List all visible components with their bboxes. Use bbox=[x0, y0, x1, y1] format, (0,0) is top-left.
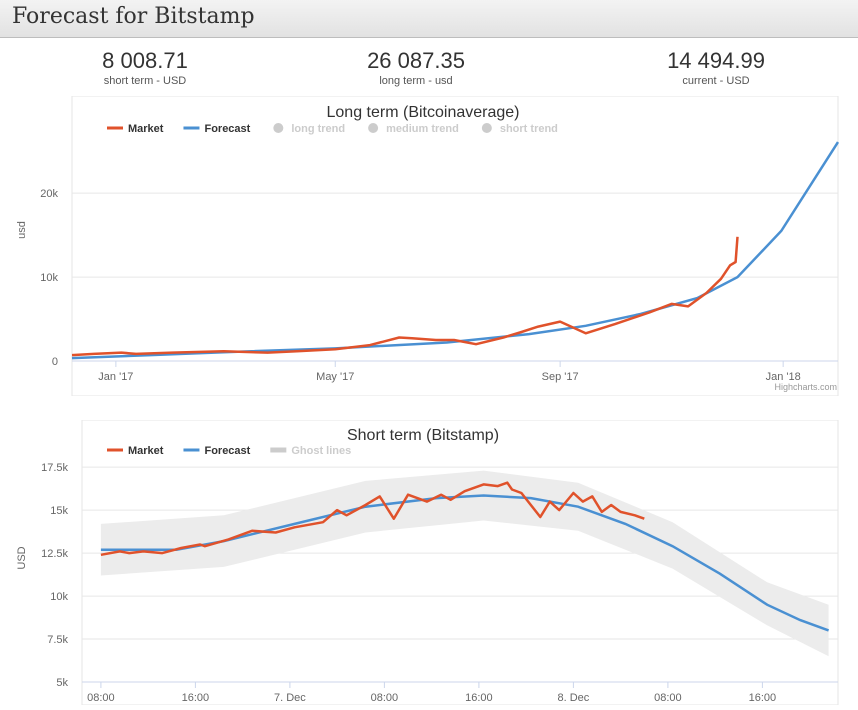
legend-label: Forecast bbox=[204, 123, 250, 135]
legend-label: medium trend bbox=[386, 123, 459, 135]
y-tick-label: 5k bbox=[56, 677, 68, 689]
short-term-chart: Short term (Bitstamp) USD 5k 7.5k 10k 12.5k… bbox=[16, 419, 839, 706]
legend-item-ghost-lines[interactable]: Ghost lines bbox=[270, 445, 351, 457]
highcharts-credit[interactable]: Highcharts.com bbox=[774, 382, 837, 392]
y-tick-label: 10k bbox=[40, 272, 58, 284]
short-term-chart-panel: Short term (Bitstamp) USD 5k 7.5k 10k 12.5k… bbox=[0, 419, 858, 706]
x-tick-label: May '17 bbox=[316, 371, 354, 383]
x-tick-label: 8. Dec bbox=[558, 692, 590, 704]
x-tick-label: 08:00 bbox=[87, 692, 115, 704]
long-term-chart-panel: Long term (Bitcoinaverage) usd 0 10k 20k M… bbox=[0, 95, 858, 397]
y-tick-label: 7.5k bbox=[47, 634, 68, 646]
page-title: Forecast for Bitstamp bbox=[12, 4, 255, 29]
stat-value: 26 087.35 bbox=[367, 48, 465, 73]
x-tick-label: 08:00 bbox=[654, 692, 682, 704]
stat-short-term: 8 008.71 short term - USD bbox=[25, 48, 265, 87]
legend-label: long trend bbox=[291, 123, 345, 135]
x-tick-label: 16:00 bbox=[749, 692, 777, 704]
y-axis-title: USD bbox=[16, 546, 28, 569]
legend-item-short-trend[interactable]: short trend bbox=[481, 123, 558, 135]
x-tick-label: 08:00 bbox=[371, 692, 399, 704]
market-series-line bbox=[71, 236, 739, 357]
legend-label: Market bbox=[128, 445, 164, 457]
stat-label: current - USD bbox=[682, 75, 750, 87]
y-tick-label: 12.5k bbox=[41, 548, 68, 560]
chart-title: Short term (Bitstamp) bbox=[347, 427, 499, 444]
y-axis-title: usd bbox=[16, 221, 28, 239]
legend-symbol bbox=[368, 123, 379, 133]
legend-item-medium-trend[interactable]: medium trend bbox=[368, 123, 459, 135]
x-tick-label: 16:00 bbox=[182, 692, 210, 704]
stat-long-term: 26 087.35 long term - usd bbox=[296, 48, 536, 87]
y-tick-label: 10k bbox=[50, 591, 68, 603]
legend-label: Ghost lines bbox=[291, 445, 351, 457]
market-series-line bbox=[100, 481, 645, 557]
x-tick-label: Jan '18 bbox=[766, 371, 801, 383]
y-tick-label: 17.5k bbox=[41, 462, 68, 474]
chart-title: Long term (Bitcoinaverage) bbox=[327, 104, 520, 121]
x-tick-label: 16:00 bbox=[465, 692, 493, 704]
stat-current: 14 494.99 current - USD bbox=[596, 48, 836, 87]
page-header: Forecast for Bitstamp bbox=[0, 0, 858, 38]
ghost-lines-band bbox=[100, 470, 829, 657]
x-tick-label: Jan '17 bbox=[98, 371, 133, 383]
forecast-series-line bbox=[100, 494, 830, 632]
stat-label: long term - usd bbox=[379, 75, 453, 87]
legend-label: Market bbox=[128, 123, 164, 135]
legend-item-market[interactable]: Market bbox=[107, 123, 164, 135]
legend-item-market[interactable]: Market bbox=[107, 445, 164, 457]
legend-item-forecast[interactable]: Forecast bbox=[183, 123, 251, 135]
legend-symbol bbox=[481, 123, 492, 133]
long-term-chart: Long term (Bitcoinaverage) usd 0 10k 20k M… bbox=[16, 95, 840, 397]
legend-label: short trend bbox=[500, 123, 558, 135]
stat-value: 8 008.71 bbox=[102, 48, 188, 73]
x-tick-label: 7. Dec bbox=[274, 692, 306, 704]
legend-item-forecast[interactable]: Forecast bbox=[183, 445, 251, 457]
y-tick-label: 15k bbox=[50, 505, 68, 517]
legend-item-long-trend[interactable]: long trend bbox=[273, 123, 345, 135]
stat-value: 14 494.99 bbox=[667, 48, 765, 73]
chart-frame bbox=[71, 95, 839, 397]
legend-symbol bbox=[273, 123, 284, 133]
x-tick-label: Sep '17 bbox=[542, 371, 579, 383]
legend-label: Forecast bbox=[204, 445, 250, 457]
stat-label: short term - USD bbox=[103, 75, 187, 87]
y-tick-label: 0 bbox=[52, 356, 58, 368]
y-tick-label: 20k bbox=[40, 188, 58, 200]
